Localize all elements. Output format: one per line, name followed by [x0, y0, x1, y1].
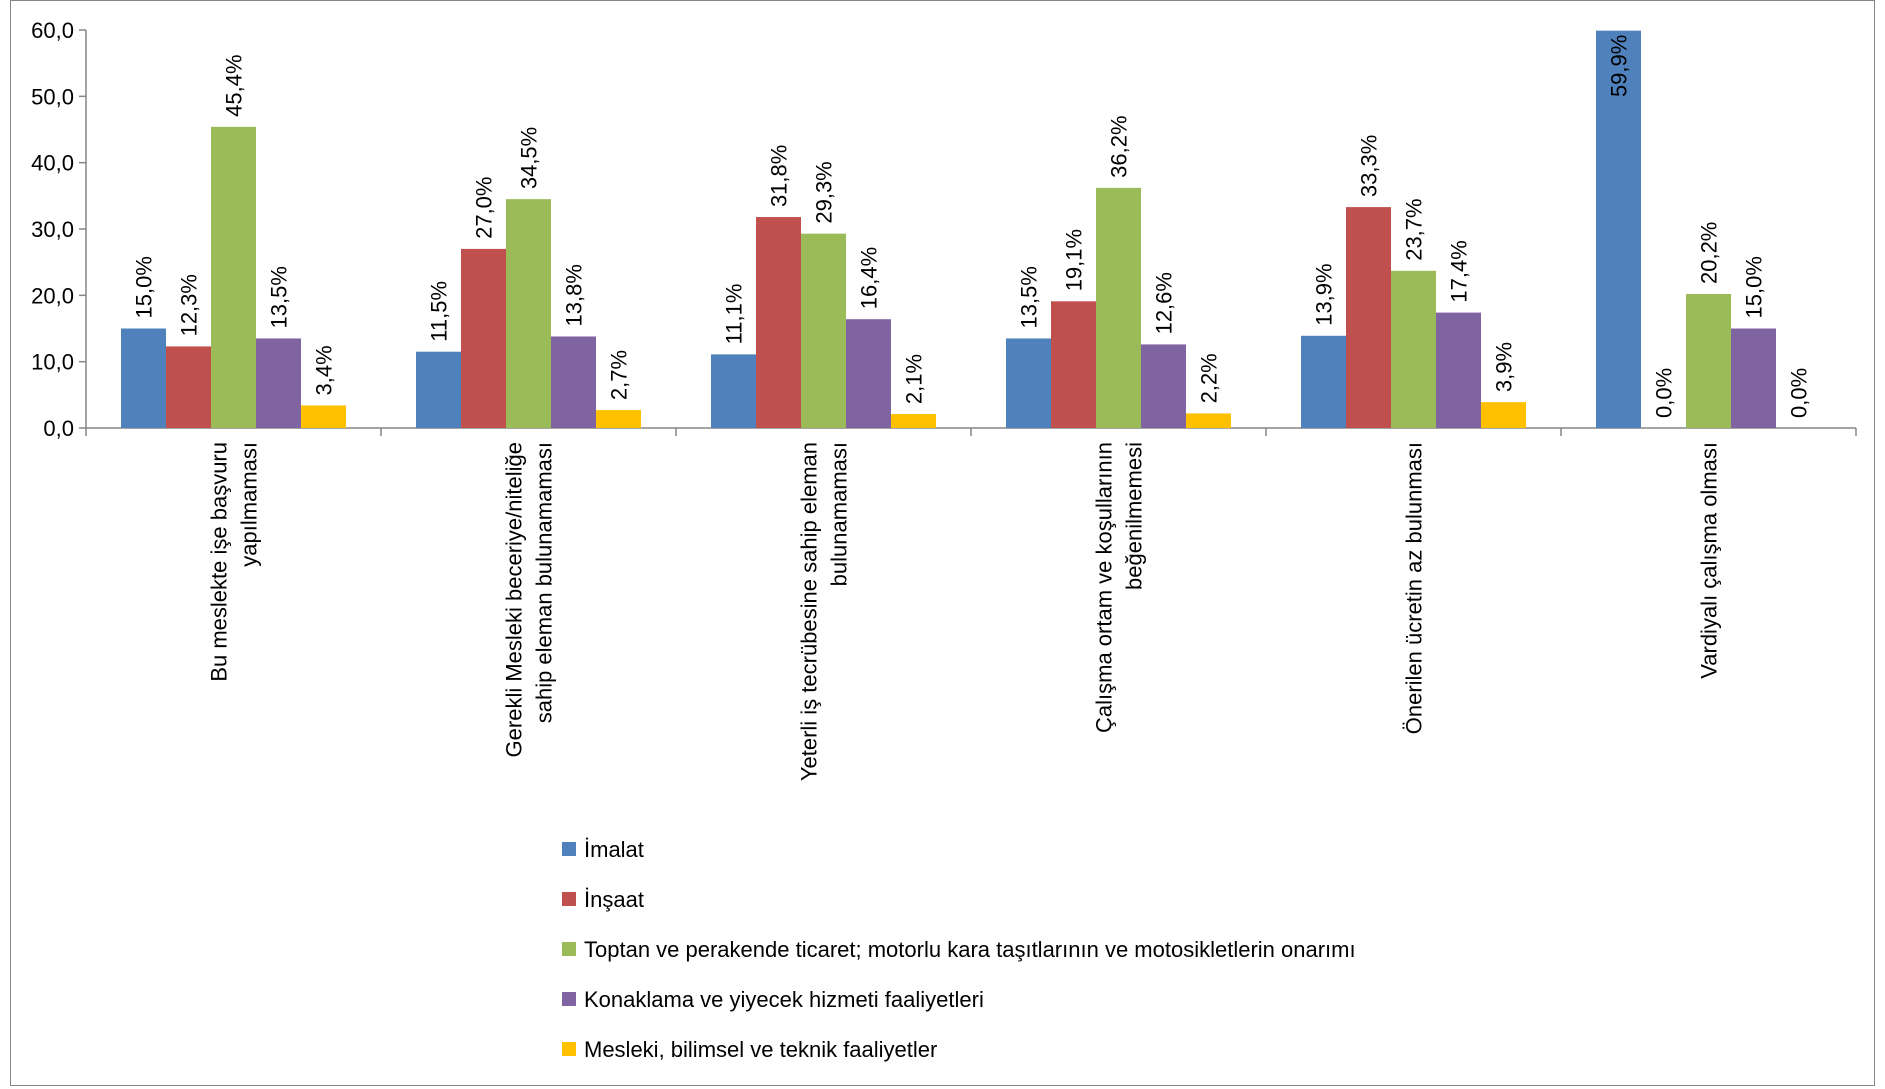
data-label: 15,0%	[1742, 256, 1767, 318]
data-label: 15,0%	[132, 256, 157, 318]
y-tick-label: 60,0	[31, 18, 74, 43]
data-labels: 15,0% 11,5% 11,1% 13,5% 13,9% 59,9% 12,3% 27,0%…	[132, 35, 1812, 418]
bar	[756, 217, 801, 428]
category-label: bulunamaması	[827, 442, 852, 586]
data-label: 31,8%	[767, 145, 792, 207]
data-label: 13,5%	[1017, 266, 1042, 328]
bar	[1391, 270, 1436, 428]
category-labels: Bu meslekte işe başvuru yapılmaması Gerekl…	[207, 442, 1722, 781]
bar	[551, 336, 596, 428]
category-label: sahip eleman bulunamaması	[532, 442, 557, 723]
bar	[1006, 338, 1051, 428]
bar	[1301, 335, 1346, 428]
bar	[506, 199, 551, 428]
bar	[1481, 402, 1526, 428]
data-label: 20,2%	[1697, 222, 1722, 284]
y-tick-label: 10,0	[31, 350, 74, 375]
bar	[1346, 207, 1391, 428]
y-tick-label: 0,0	[43, 416, 74, 441]
data-label: 12,6%	[1152, 272, 1177, 334]
bars	[121, 30, 1776, 429]
data-label: 13,5%	[267, 266, 292, 328]
data-label: 29,3%	[812, 161, 837, 223]
legend-label: Mesleki, bilimsel ve teknik faaliyetler	[584, 1037, 937, 1062]
bar	[166, 346, 211, 428]
data-label: 0,0%	[1652, 368, 1677, 418]
bar	[801, 233, 846, 428]
data-label: 0,0%	[1787, 368, 1812, 418]
y-tick-label: 50,0	[31, 84, 74, 109]
legend-swatch	[562, 942, 576, 956]
data-label: 33,3%	[1357, 135, 1382, 197]
data-label: 11,5%	[427, 281, 452, 342]
data-label: 2,2%	[1197, 353, 1222, 403]
x-axis	[85, 427, 1857, 436]
data-label: 45,4%	[222, 54, 247, 116]
data-label: 2,7%	[607, 350, 632, 400]
legend-swatch	[562, 892, 576, 906]
y-axis: 0,0 10,0 20,0 30,0 40,0 50,0 60,0	[31, 18, 87, 441]
bar	[461, 248, 506, 428]
category-label: Yeterli iş tecrübesine sahip eleman	[797, 442, 822, 781]
bar	[711, 354, 756, 428]
y-tick-label: 40,0	[31, 151, 74, 176]
legend: İmalat İnşaat Toptan ve perakende ticaret;…	[562, 837, 1356, 1062]
bar	[1051, 301, 1096, 428]
bar	[1186, 413, 1231, 428]
legend-label: Konaklama ve yiyecek hizmeti faaliyetler…	[584, 987, 984, 1012]
category-label: yapılmaması	[237, 442, 262, 567]
bar	[1096, 187, 1141, 428]
data-label: 13,9%	[1312, 263, 1337, 325]
legend-label: İmalat	[584, 837, 644, 862]
category-label: Gerekli Mesleki beceriye/niteliğe	[502, 442, 527, 757]
data-label: 59,9%	[1607, 35, 1632, 97]
bar	[416, 351, 461, 428]
bar	[211, 126, 256, 428]
legend-label: Toptan ve perakende ticaret; motorlu kar…	[584, 937, 1356, 962]
bar	[1686, 294, 1731, 428]
legend-swatch	[562, 842, 576, 856]
data-label: 17,4%	[1447, 240, 1472, 302]
bar	[1141, 344, 1186, 428]
data-label: 19,1%	[1062, 229, 1087, 291]
bar	[891, 414, 936, 428]
data-label: 3,4%	[312, 345, 337, 395]
category-label: beğenilmemesi	[1122, 442, 1147, 590]
bar	[1731, 328, 1776, 428]
legend-label: İnşaat	[584, 887, 644, 912]
data-label: 11,1%	[722, 284, 747, 345]
data-label: 23,7%	[1402, 198, 1427, 260]
data-label: 12,3%	[177, 274, 202, 336]
data-label: 3,9%	[1492, 342, 1517, 392]
data-label: 2,1%	[902, 354, 927, 404]
data-label: 16,4%	[857, 247, 882, 309]
bar	[846, 319, 891, 428]
legend-swatch	[562, 992, 576, 1006]
data-label: 13,8%	[562, 264, 587, 326]
category-label: Vardiyalı çalışma olması	[1697, 442, 1722, 679]
bar	[301, 405, 346, 428]
category-label: Çalışma ortam ve koşullarının	[1092, 442, 1117, 733]
y-tick-label: 20,0	[31, 283, 74, 308]
y-tick-label: 30,0	[31, 217, 74, 242]
legend-swatch	[562, 1042, 576, 1056]
bar	[596, 410, 641, 428]
category-label: Bu meslekte işe başvuru	[207, 442, 232, 682]
bar	[1596, 30, 1641, 429]
data-label: 34,5%	[517, 127, 542, 189]
bar	[1436, 312, 1481, 428]
data-label: 36,2%	[1107, 115, 1132, 177]
data-label: 27,0%	[472, 177, 497, 239]
bar	[121, 328, 166, 428]
bar	[256, 338, 301, 428]
category-label: Önerilen ücretin az bulunması	[1402, 442, 1427, 734]
chart-frame	[10, 0, 1875, 1086]
